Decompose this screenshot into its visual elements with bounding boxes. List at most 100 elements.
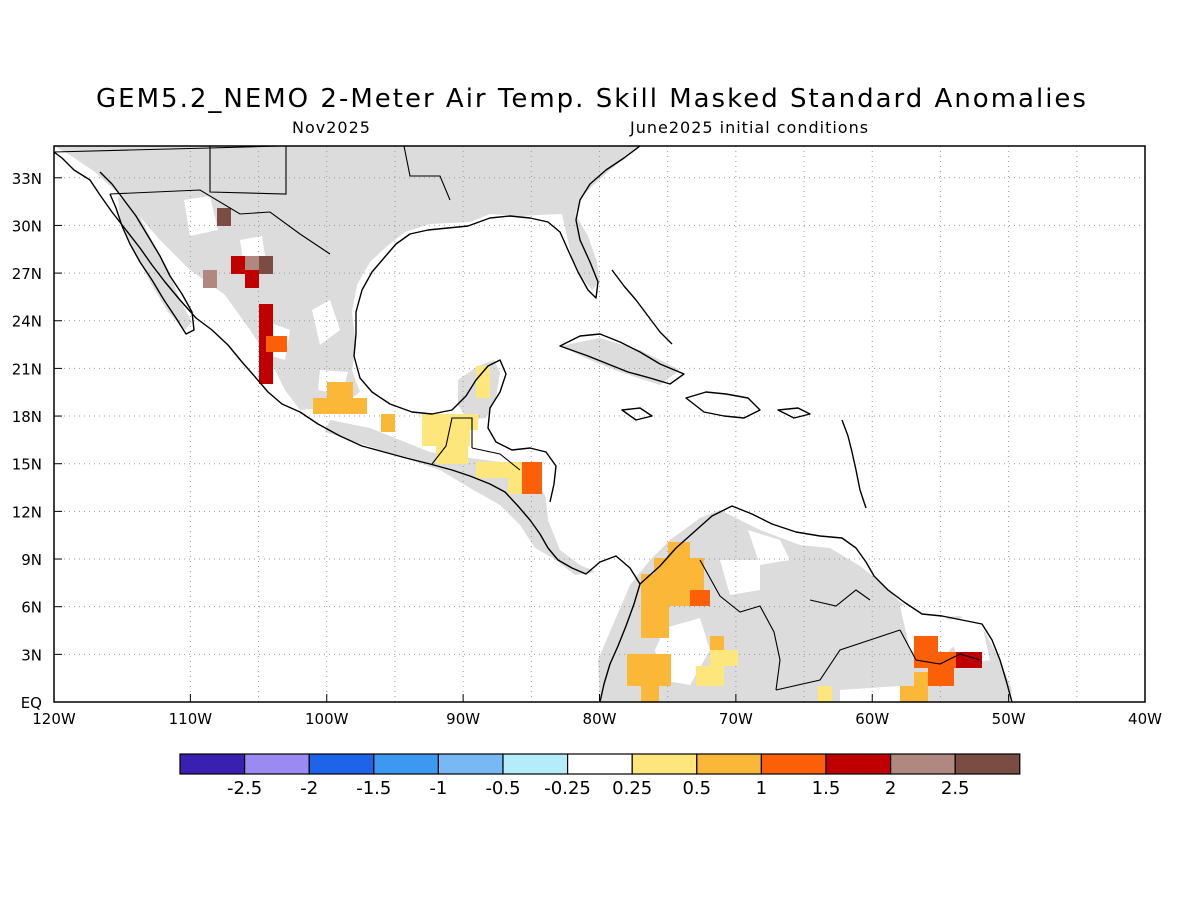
anomaly-cell <box>710 636 724 650</box>
colorbar-swatch <box>373 753 439 775</box>
anomaly-cell <box>203 270 217 288</box>
lon-label: 60W <box>855 710 889 728</box>
colorbar-swatch <box>760 753 827 775</box>
anomaly-cell <box>914 672 928 688</box>
central-america-region <box>325 420 596 575</box>
anomaly-cell <box>696 666 724 686</box>
hispaniola <box>685 391 761 419</box>
lon-label: 40W <box>1128 710 1162 728</box>
lat-label: 33N <box>12 170 42 188</box>
anomaly-cell <box>690 590 710 606</box>
lon-label: 70W <box>719 710 753 728</box>
colorbar: -2.5 -2 -1.5 -1 -0.5 -0.25 0.25 0.5 1 1.5 2 2.5 <box>179 753 1021 799</box>
colorbar-swatch <box>179 753 246 775</box>
coastlines <box>54 146 1013 702</box>
gulf-coast <box>353 146 641 503</box>
anomaly-cell <box>818 686 832 702</box>
pacific-coast <box>54 151 641 702</box>
anomaly-cell <box>668 542 690 558</box>
anomaly-cell <box>900 686 928 702</box>
initial-conditions: June2025 initial conditions <box>630 118 870 137</box>
anomaly-cell <box>641 590 691 606</box>
forecast-month: Nov2025 <box>292 118 371 137</box>
lat-label: 6N <box>21 599 42 617</box>
lat-label: 21N <box>12 360 42 378</box>
longitude-axis: 120W 110W 100W 90W 80W 70W 60W 50W 40W <box>32 694 1162 728</box>
colorbar-label: -0.25 <box>544 778 591 799</box>
baja-peninsula <box>99 171 195 335</box>
anomaly-cell <box>710 650 738 666</box>
lat-label: 30N <box>12 217 42 235</box>
jamaica <box>621 407 653 421</box>
anomaly-cell <box>627 654 671 670</box>
anomaly-cell <box>476 382 490 398</box>
lon-label: 50W <box>992 710 1026 728</box>
lat-label: 18N <box>12 408 42 426</box>
colorbar-label: 0.25 <box>612 778 652 799</box>
anomaly-cell <box>327 382 353 398</box>
colorbar-label: -0.5 <box>485 778 520 799</box>
colorbar-label: -1 <box>429 778 447 799</box>
anomaly-cell <box>259 256 273 274</box>
anomaly-cell <box>231 256 245 274</box>
anomaly-cell <box>641 574 704 590</box>
colorbar-label: 1 <box>756 778 767 799</box>
anomaly-cell <box>956 652 982 668</box>
latitude-axis: 33N 30N 27N 24N 21N 18N 15N 12N 9N 6N 3N EQ <box>12 170 62 712</box>
lat-label: 15N <box>12 456 42 474</box>
lat-label: 12N <box>12 503 42 521</box>
colorbar-swatch <box>244 753 310 775</box>
lon-label: 100W <box>305 710 349 728</box>
lon-label: 80W <box>583 710 617 728</box>
lon-label: 90W <box>446 710 480 728</box>
colorbar-label: 0.5 <box>682 778 711 799</box>
anomaly-cell <box>641 606 669 622</box>
colorbar-swatch <box>502 753 569 775</box>
colorbar-label: 2 <box>885 778 896 799</box>
bahamas <box>611 269 673 345</box>
anomaly-cell <box>476 366 490 382</box>
colorbar-swatch <box>308 753 375 775</box>
anomaly-cell <box>217 208 231 226</box>
lat-label: 3N <box>21 646 42 664</box>
anomaly-cell <box>641 686 659 702</box>
anomaly-cell <box>654 558 704 574</box>
colorbar-label: -2.5 <box>227 778 262 799</box>
cuba <box>559 333 685 385</box>
lon-label: 110W <box>169 710 213 728</box>
colorbar-label: -2 <box>300 778 318 799</box>
anomaly-cell <box>245 256 259 274</box>
anomaly-cell <box>627 670 671 686</box>
anomaly-cell <box>341 398 367 414</box>
cuba-region <box>560 338 680 385</box>
colorbar-swatch <box>631 753 698 775</box>
anomaly-cell <box>476 462 532 478</box>
gridlines <box>54 146 1145 702</box>
anomaly-cell <box>381 414 395 432</box>
colorbar-swatch <box>889 753 956 775</box>
colorbar-swatch <box>437 753 504 775</box>
anomaly-cell <box>436 446 468 464</box>
colorbar-swatch <box>566 753 633 775</box>
lesser-antilles <box>841 419 867 509</box>
colorbar-swatch <box>954 753 1021 775</box>
anomaly-cell <box>641 622 669 638</box>
south-america-coast <box>639 505 1013 702</box>
lat-label: EQ <box>21 694 42 712</box>
colorbar-label: 2.5 <box>941 778 970 799</box>
lon-label: 120W <box>32 710 76 728</box>
country-borders <box>54 146 981 691</box>
map-title: GEM5.2_NEMO 2-Meter Air Temp. Skill Mask… <box>96 84 1088 114</box>
anomaly-cell <box>245 270 259 288</box>
anomaly-cell <box>914 636 938 652</box>
mexico-baja-region <box>118 196 192 330</box>
colorbar-swatch <box>825 753 892 775</box>
lat-label: 24N <box>12 313 42 331</box>
colorbar-label: -1.5 <box>356 778 391 799</box>
lat-label: 9N <box>21 551 42 569</box>
anomaly-cells <box>203 208 982 702</box>
colorbar-label: 1.5 <box>812 778 841 799</box>
anomaly-cell <box>928 668 954 686</box>
colorbar-swatch <box>696 753 762 775</box>
